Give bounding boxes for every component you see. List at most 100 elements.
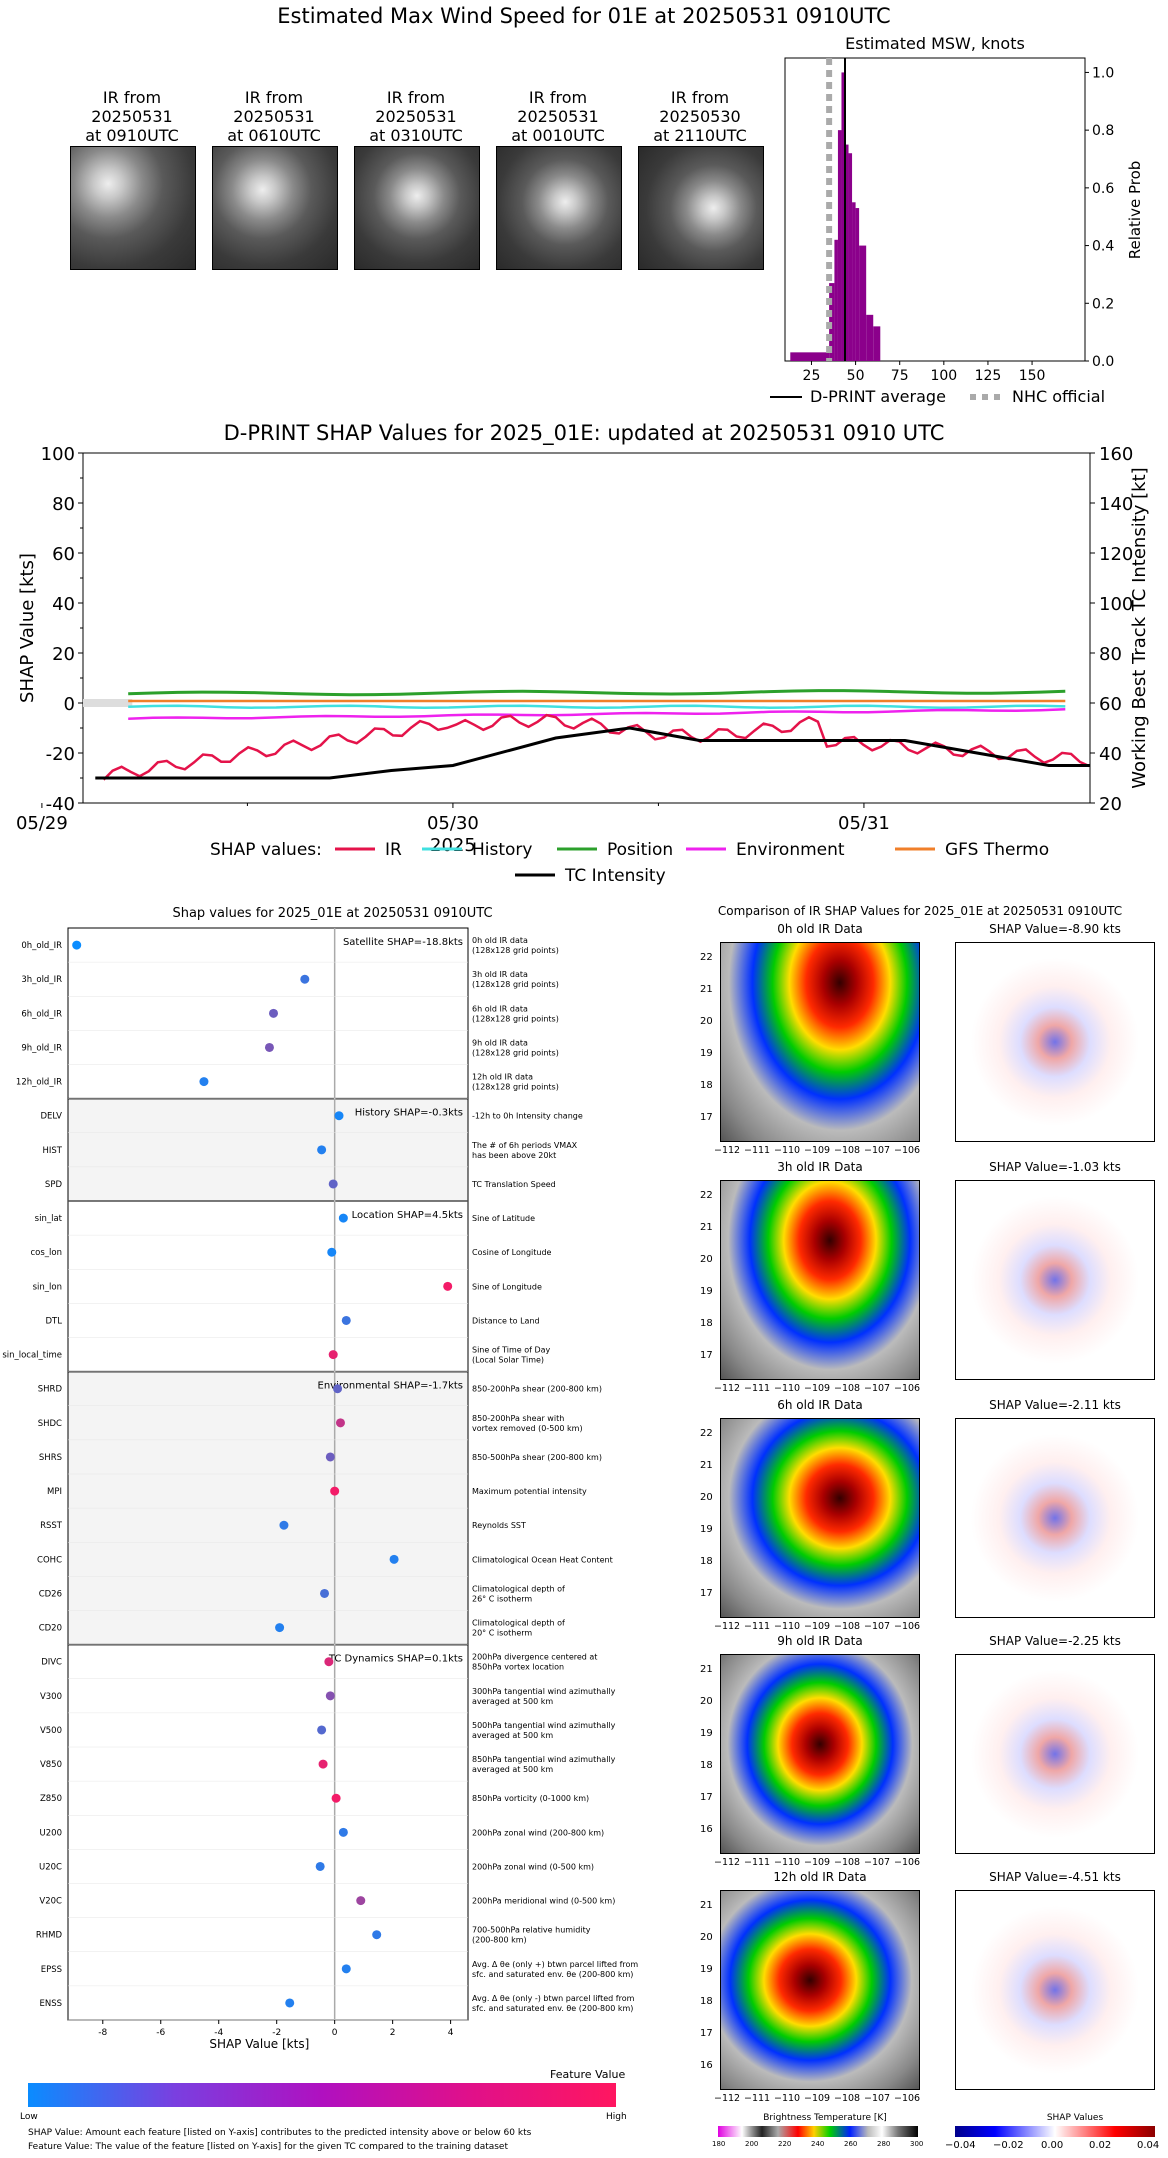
legend-label: Position <box>607 840 673 860</box>
ts-xtick-label: 05/31 <box>838 813 890 834</box>
group-label: TC Dynamics SHAP=0.1kts <box>328 1654 463 1665</box>
ir-xtick-label: −106 <box>894 1145 921 1156</box>
ir-ytick-label: 18 <box>700 1556 713 1567</box>
ir-ytick-label: 16 <box>700 1824 713 1835</box>
feature-name: 12h_old_IR <box>16 1078 62 1088</box>
ir-xtick-label: −106 <box>894 1857 921 1868</box>
ir-thumb-label: IR from 20250531 at 0910UTC <box>57 88 207 145</box>
msw-ytick-label: 0.2 <box>1092 296 1114 312</box>
feature-desc: Distance to Land <box>472 1316 540 1325</box>
colorbar-low-label: Low <box>20 2112 38 2122</box>
msw-bar <box>873 326 881 361</box>
feature-name: sin_lat <box>35 1214 63 1224</box>
ir-thumb-label-line: IR from <box>244 88 304 107</box>
feature-shap-dot <box>372 1930 382 1940</box>
ts-ytick-right-label: 140 <box>1099 494 1133 515</box>
ir-thumb-label-line: IR from <box>102 88 162 107</box>
feature-shap-dot <box>331 1793 341 1803</box>
bt-tick-label: 180 <box>712 2140 726 2148</box>
feature-desc: 20° C isotherm <box>472 1629 532 1638</box>
feature-desc: Maximum potential intensity <box>472 1487 587 1496</box>
feature-name: sin_local_time <box>2 1351 62 1361</box>
feature-desc: 500hPa tangential wind azimuthally <box>472 1721 616 1730</box>
feature-desc: 26° C isotherm <box>472 1594 532 1603</box>
ir-ytick-label: 17 <box>700 1792 713 1803</box>
ir-thumb-label-line: IR from <box>528 88 588 107</box>
feature-shap-dot <box>275 1623 285 1633</box>
shap-panel-title: SHAP Value=-2.25 kts <box>989 1634 1121 1648</box>
ir-panel-title: 3h old IR Data <box>777 1160 863 1174</box>
ir-thumb-label: IR from 20250531 at 0610UTC <box>199 88 349 145</box>
feature-desc: Sine of Longitude <box>472 1282 542 1291</box>
ir-ytick-label: 17 <box>700 1350 713 1361</box>
ir-thumbnail <box>354 146 480 270</box>
ir-image <box>720 1418 920 1618</box>
feature-desc: averaged at 500 km <box>472 1765 553 1774</box>
msw-ytick-label: 0.0 <box>1092 354 1114 370</box>
legend-label: Environment <box>736 840 845 860</box>
feature-desc: Cosine of Longitude <box>472 1248 552 1257</box>
msw-bar <box>841 72 845 361</box>
feature-xlabel: SHAP Value [kts] <box>209 2037 309 2051</box>
feature-shap-dot <box>300 974 310 984</box>
group-label: Location SHAP=4.5kts <box>352 1210 463 1221</box>
ts-xlabel: 2025 <box>430 835 476 856</box>
ir-ytick-label: 17 <box>700 2028 713 2039</box>
bt-colorbar <box>718 2126 918 2137</box>
ir-xtick-label: −109 <box>804 1857 831 1868</box>
feature-shap-dot <box>327 1247 337 1257</box>
ts-ylabel-left: SHAP Value [kts] <box>17 553 38 703</box>
bt-tick-label: 260 <box>844 2140 858 2148</box>
feature-name: sin_lon <box>33 1282 62 1292</box>
feature-desc: (128x128 grid points) <box>472 946 559 955</box>
feature-name: DELV <box>40 1112 62 1122</box>
ir-xtick-label: −112 <box>714 2093 741 2104</box>
ir-xtick-label: −108 <box>834 1383 861 1394</box>
feature-xtick-label: -6 <box>156 2028 165 2038</box>
ir-thumbnail <box>70 146 196 270</box>
feature-shap-dot <box>356 1896 366 1906</box>
legend-label: TC Intensity <box>564 866 666 886</box>
ir-ytick-label: 19 <box>700 1048 713 1059</box>
feature-shap-dot <box>330 1486 340 1496</box>
ir-ytick-label: 19 <box>700 1728 713 1739</box>
feature-desc: Reynolds SST <box>472 1521 526 1530</box>
ir-thumb-label: IR from 20250531 at 0310UTC <box>341 88 491 145</box>
feature-name: CD26 <box>39 1589 62 1599</box>
feature-desc: The # of 6h periods VMAX <box>471 1141 578 1150</box>
bt-tick-label: 200 <box>745 2140 759 2148</box>
msw-bar <box>848 153 853 361</box>
shap-image <box>955 1180 1155 1380</box>
bt-tick-label: 280 <box>877 2140 891 2148</box>
ir-thumb-label: IR from 20250530 at 2110UTC <box>625 88 775 145</box>
feature-name: 6h_old_IR <box>21 1009 62 1019</box>
feature-name: RHMD <box>36 1931 63 1941</box>
ir-xtick-label: −108 <box>834 1145 861 1156</box>
ir-image <box>720 1654 920 1854</box>
feature-name: SHRD <box>38 1385 63 1395</box>
feature-shap-dot <box>341 1964 351 1974</box>
feature-shap-dot <box>338 1213 348 1223</box>
feature-desc: Climatological depth of <box>472 1619 565 1628</box>
group-label: Environmental SHAP=-1.7kts <box>318 1381 464 1392</box>
ir-ytick-label: 21 <box>700 984 713 995</box>
ir-ytick-label: 19 <box>700 1286 713 1297</box>
feature-desc: 300hPa tangential wind azimuthally <box>472 1687 616 1696</box>
footnote-feature-value: Feature Value: The value of the feature … <box>28 2142 509 2152</box>
feature-name: V500 <box>40 1726 62 1736</box>
shap-panel-title: SHAP Value=-2.11 kts <box>989 1398 1121 1412</box>
ir-xtick-label: −112 <box>714 1857 741 1868</box>
shap-image <box>955 942 1155 1142</box>
feature-shap-dot <box>328 1179 338 1189</box>
shap-tick-label: 0.04 <box>1137 2140 1160 2151</box>
ts-ytick-right-label: 40 <box>1099 744 1122 765</box>
feature-name: CD20 <box>39 1624 62 1634</box>
msw-ytick-label: 1.0 <box>1092 65 1114 81</box>
feature-desc: 12h old IR data <box>472 1073 533 1082</box>
ir-xtick-label: −110 <box>774 1383 801 1394</box>
ir-xtick-label: −106 <box>894 1621 921 1632</box>
ir-xtick-label: −109 <box>804 1383 831 1394</box>
legend-label: History <box>472 840 532 860</box>
shap-image <box>955 1890 1155 2090</box>
ir-ytick-label: 22 <box>700 1190 713 1201</box>
